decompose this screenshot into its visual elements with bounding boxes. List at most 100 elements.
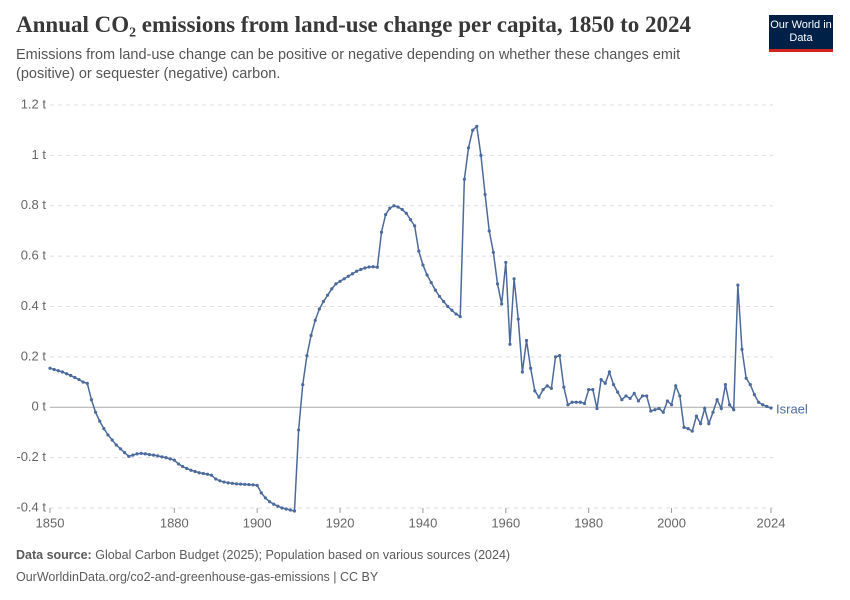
- point: [243, 482, 247, 486]
- point: [85, 381, 89, 385]
- point: [326, 293, 330, 297]
- point: [719, 406, 723, 411]
- point: [466, 146, 471, 150]
- x-tick-label: 1900: [243, 515, 272, 530]
- point: [624, 394, 628, 398]
- point: [437, 294, 442, 299]
- x-tick-label: 1940: [408, 515, 437, 530]
- point: [309, 333, 313, 338]
- point: [193, 469, 197, 474]
- point: [106, 433, 110, 437]
- point: [723, 382, 728, 387]
- point: [168, 457, 172, 461]
- point: [185, 466, 189, 471]
- point: [330, 287, 334, 291]
- point: [661, 410, 665, 414]
- point: [297, 428, 301, 432]
- point: [321, 299, 326, 304]
- point: [690, 429, 694, 433]
- point: [628, 396, 632, 401]
- point: [694, 414, 699, 418]
- point: [761, 403, 765, 407]
- point: [276, 504, 280, 508]
- point: [371, 265, 375, 269]
- y-tick-label: -0.2 t: [16, 449, 46, 464]
- point: [226, 481, 230, 485]
- point: [471, 128, 475, 132]
- point: [537, 395, 541, 399]
- point: [305, 354, 309, 358]
- point: [56, 369, 60, 373]
- point: [516, 317, 520, 321]
- point: [578, 400, 582, 404]
- point: [139, 451, 143, 455]
- point: [570, 400, 574, 404]
- point: [736, 283, 740, 287]
- point: [114, 443, 118, 447]
- point: [317, 307, 321, 311]
- point: [541, 388, 545, 392]
- url[interactable]: OurWorldinData.org/co2-and-greenhouse-ga…: [16, 570, 379, 584]
- point: [752, 393, 757, 397]
- point: [529, 366, 533, 370]
- point: [508, 342, 512, 346]
- point: [64, 372, 69, 376]
- x-tick-label: 2024: [757, 515, 786, 530]
- point: [512, 277, 516, 281]
- point: [60, 370, 65, 374]
- point: [616, 390, 620, 394]
- point: [748, 382, 752, 387]
- y-tick-label: 0.6 t: [21, 248, 47, 263]
- source-label: Data source:: [16, 548, 92, 562]
- point: [765, 404, 769, 409]
- x-tick-label: 1920: [326, 515, 355, 530]
- point: [611, 382, 616, 387]
- point: [135, 452, 139, 456]
- point: [479, 153, 483, 157]
- point: [110, 438, 114, 442]
- y-tick-label: 0 t: [32, 399, 47, 414]
- point: [180, 464, 185, 469]
- point: [653, 408, 657, 412]
- point: [520, 370, 524, 374]
- point: [143, 452, 147, 456]
- point: [210, 473, 214, 477]
- point: [81, 380, 85, 384]
- point: [524, 338, 529, 343]
- point: [549, 386, 553, 390]
- point: [346, 274, 350, 278]
- point: [151, 453, 156, 457]
- x-tick-label: 2000: [657, 515, 686, 530]
- x-tick-label: 1880: [160, 515, 189, 530]
- point: [396, 205, 400, 209]
- point: [292, 509, 297, 513]
- point: [69, 373, 73, 378]
- point: [214, 477, 218, 481]
- point: [205, 472, 210, 476]
- point: [595, 406, 599, 411]
- point: [239, 482, 243, 486]
- point: [280, 506, 284, 510]
- point: [388, 206, 392, 210]
- point: [607, 370, 611, 374]
- point: [504, 260, 508, 265]
- point: [102, 427, 106, 431]
- series-label: Israel: [776, 401, 808, 416]
- point: [384, 212, 388, 217]
- point: [475, 124, 479, 129]
- point: [442, 299, 446, 304]
- point: [77, 377, 81, 382]
- logo[interactable]: Our World in Data: [769, 15, 833, 52]
- point: [89, 398, 94, 402]
- point: [483, 192, 487, 197]
- point: [172, 458, 176, 462]
- point: [301, 382, 305, 387]
- point: [698, 422, 703, 426]
- point: [334, 282, 338, 286]
- y-tick-label: -0.4 t: [16, 499, 46, 514]
- point: [640, 394, 645, 398]
- point: [230, 481, 234, 485]
- point: [433, 288, 437, 292]
- point: [131, 453, 135, 457]
